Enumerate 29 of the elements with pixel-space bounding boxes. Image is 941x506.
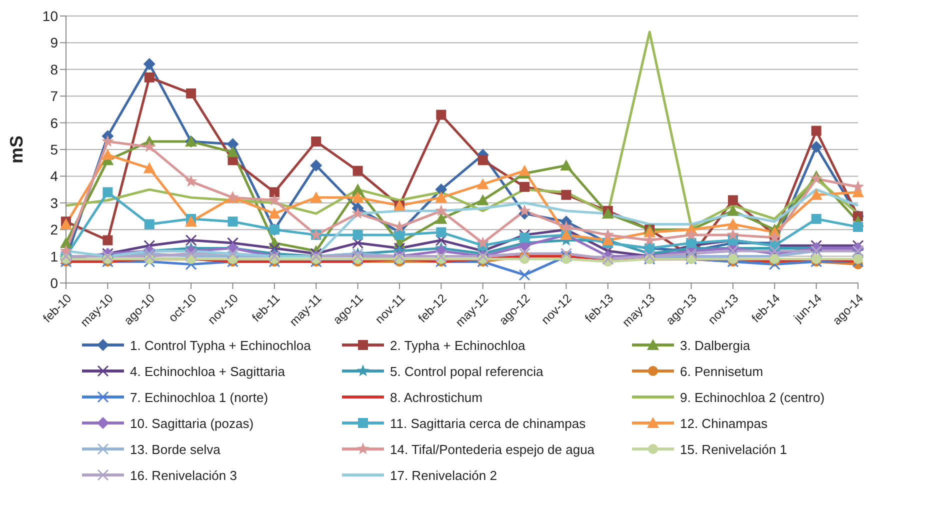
- y-axis-title: mS: [6, 135, 26, 164]
- legend-label: 2. Typha + Echinochloa: [390, 338, 526, 352]
- legend-label: 5. Control popal referencia: [390, 364, 544, 378]
- legend-label: 3. Dalbergia: [680, 338, 750, 352]
- y-tick-label: 10: [42, 8, 58, 24]
- y-tick-label: 1: [50, 248, 58, 264]
- y-tick-label: 8: [50, 61, 58, 78]
- legend-label: 6. Pennisetum: [680, 364, 764, 378]
- legend-label: 12. Chinampas: [680, 416, 768, 430]
- legend-label: 7. Echinochloa 1 (norte): [130, 390, 268, 404]
- legend-label: 17. Renivelación 2: [390, 468, 497, 482]
- legend-label: 8. Achrostichum: [390, 390, 482, 404]
- y-tick-label: 4: [50, 168, 58, 184]
- legend-label: 11. Sagittaria cerca de chinampas: [390, 416, 586, 430]
- legend-label: 1. Control Typha + Echinochloa: [130, 338, 311, 352]
- y-tick-label: 0: [50, 274, 58, 291]
- legend-label: 13. Borde selva: [130, 442, 220, 456]
- y-tick-label: 6: [50, 114, 58, 131]
- y-tick-label: 3: [50, 194, 58, 211]
- y-tick-label: 2: [50, 222, 58, 238]
- y-tick-label: 7: [50, 88, 58, 104]
- legend-label: 16. Renivelación 3: [130, 468, 237, 482]
- legend-label: 9. Echinochloa 2 (centro): [680, 390, 825, 404]
- legend-label: 10. Sagittaria (pozas): [130, 416, 254, 430]
- legend-label: 15. Renivelación 1: [680, 442, 787, 456]
- y-tick-label: 5: [50, 141, 58, 158]
- legend-label: 14. Tifal/Pontederia espejo de agua: [390, 442, 595, 456]
- legend-label: 4. Echinochloa + Sagittaria: [130, 364, 286, 378]
- y-tick-label: 9: [50, 34, 58, 51]
